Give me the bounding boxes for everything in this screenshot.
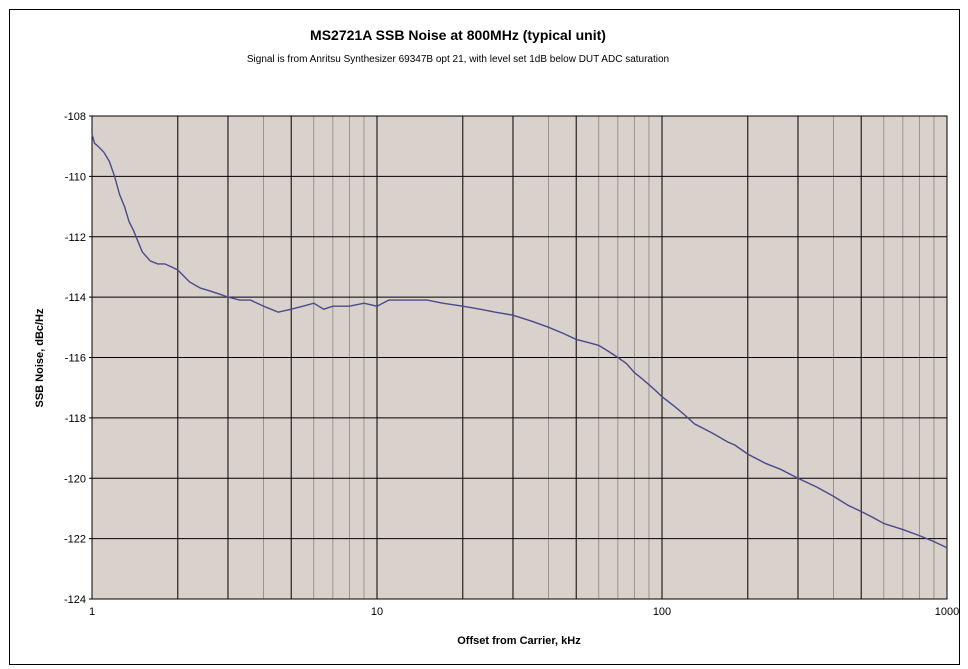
y-tick-label: -116 bbox=[65, 353, 86, 365]
x-tick-label: 1 bbox=[89, 606, 95, 618]
y-tick-labels: -108 -110 -112 -114 -116 -118 -120 -122 -124 bbox=[64, 111, 92, 606]
y-tick-label: -120 bbox=[64, 473, 86, 485]
chart-svg: MS2721A SSB Noise at 800MHz (typical uni… bbox=[34, 27, 959, 647]
x-axis-title: Offset from Carrier, kHz bbox=[457, 635, 581, 647]
y-tick-label: -108 bbox=[64, 111, 86, 123]
y-tick-label: -110 bbox=[65, 171, 86, 183]
x-tick-label: 100 bbox=[653, 606, 671, 618]
chart-subtitle: Signal is from Anritsu Synthesizer 69347… bbox=[247, 54, 669, 65]
chart-frame: MS2721A SSB Noise at 800MHz (typical uni… bbox=[9, 9, 960, 665]
series-line bbox=[91, 133, 948, 549]
y-tick-label: -124 bbox=[64, 594, 86, 606]
y-tick-label: -122 bbox=[64, 534, 86, 546]
y-tick-label: -114 bbox=[65, 292, 86, 304]
y-tick-label: -112 bbox=[65, 232, 86, 244]
y-tick-label: -118 bbox=[65, 413, 86, 425]
x-tick-label: 10 bbox=[371, 606, 383, 618]
major-gridlines bbox=[92, 116, 947, 599]
y-axis-title: SSB Noise, dBc/Hz bbox=[34, 308, 46, 408]
x-tick-labels: 1 10 100 1000 bbox=[89, 606, 959, 618]
x-tick-label: 1000 bbox=[935, 606, 959, 618]
chart-title: MS2721A SSB Noise at 800MHz (typical uni… bbox=[310, 27, 606, 43]
